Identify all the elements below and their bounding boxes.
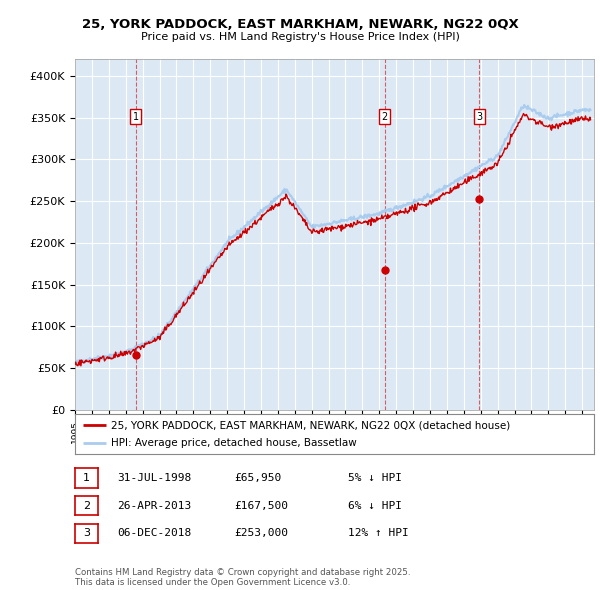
Text: 25, YORK PADDOCK, EAST MARKHAM, NEWARK, NG22 0QX: 25, YORK PADDOCK, EAST MARKHAM, NEWARK, … [82, 18, 518, 31]
Text: £253,000: £253,000 [234, 529, 288, 538]
Text: 1: 1 [83, 473, 90, 483]
Text: 1: 1 [133, 112, 139, 122]
Text: 31-JUL-1998: 31-JUL-1998 [117, 473, 191, 483]
Text: Price paid vs. HM Land Registry's House Price Index (HPI): Price paid vs. HM Land Registry's House … [140, 32, 460, 41]
Text: 2: 2 [83, 501, 90, 510]
Text: 3: 3 [83, 529, 90, 538]
Text: Contains HM Land Registry data © Crown copyright and database right 2025.
This d: Contains HM Land Registry data © Crown c… [75, 568, 410, 587]
Text: 25, YORK PADDOCK, EAST MARKHAM, NEWARK, NG22 0QX (detached house): 25, YORK PADDOCK, EAST MARKHAM, NEWARK, … [112, 420, 511, 430]
Text: 3: 3 [476, 112, 482, 122]
Text: 2: 2 [382, 112, 388, 122]
Text: 26-APR-2013: 26-APR-2013 [117, 501, 191, 510]
Text: 06-DEC-2018: 06-DEC-2018 [117, 529, 191, 538]
Text: 12% ↑ HPI: 12% ↑ HPI [348, 529, 409, 538]
Text: 5% ↓ HPI: 5% ↓ HPI [348, 473, 402, 483]
Text: £167,500: £167,500 [234, 501, 288, 510]
Text: £65,950: £65,950 [234, 473, 281, 483]
Text: HPI: Average price, detached house, Bassetlaw: HPI: Average price, detached house, Bass… [112, 438, 357, 448]
Text: 6% ↓ HPI: 6% ↓ HPI [348, 501, 402, 510]
